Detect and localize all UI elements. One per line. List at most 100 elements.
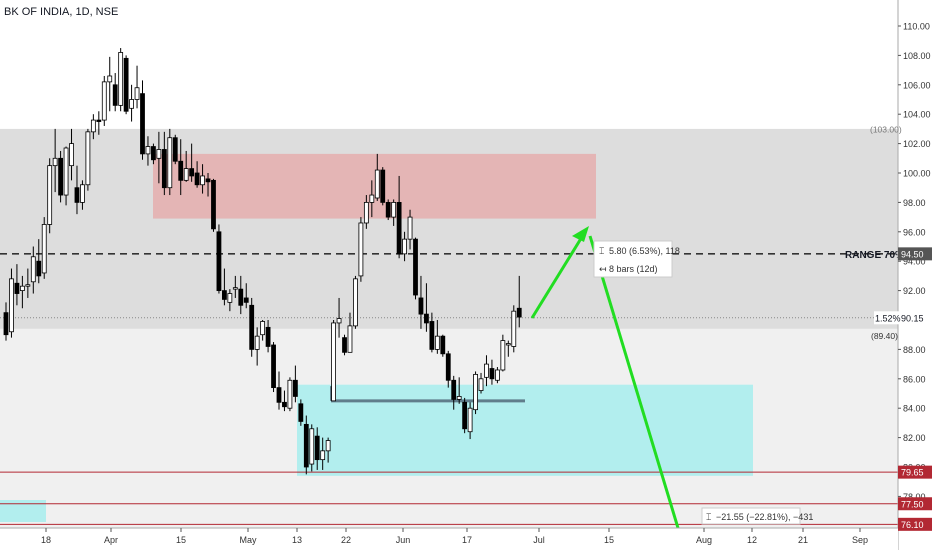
- level-badge-1: 79.65: [901, 468, 924, 478]
- candle-body: [249, 304, 255, 350]
- candle-body: [347, 325, 353, 353]
- y-tick-label: 96.00: [903, 227, 926, 237]
- candle-body: [205, 178, 211, 183]
- candle-body: [298, 403, 304, 422]
- candle-body: [380, 169, 386, 203]
- candle-body: [85, 131, 91, 186]
- candle-body: [391, 201, 397, 218]
- measure-down-icon: ⌶: [706, 512, 711, 522]
- measure-box-up: [593, 240, 673, 278]
- candle-body: [271, 344, 276, 389]
- candle-body: [402, 238, 407, 255]
- x-tick-label: Sep: [852, 535, 868, 545]
- candle-body: [123, 57, 129, 112]
- y-tick-label: 100.00: [903, 169, 931, 179]
- candle-body: [36, 260, 42, 277]
- range-bottom-label: (89.40): [871, 331, 898, 341]
- candle-body: [445, 353, 451, 381]
- candle-body: [396, 201, 402, 255]
- level-badge-3-bg: [898, 517, 932, 531]
- candle-body: [282, 401, 287, 408]
- candle-body: [473, 373, 478, 411]
- candle-body: [314, 435, 320, 461]
- candle-body: [331, 322, 337, 402]
- candle-body: [353, 278, 358, 327]
- candle-body: [47, 165, 53, 225]
- candle-body: [424, 313, 429, 324]
- candle-body: [374, 169, 380, 199]
- candle-body: [9, 278, 14, 333]
- measure-down-text: −21.55 (−22.81%), −431: [716, 512, 813, 522]
- candle-body: [320, 450, 326, 461]
- candle-body: [112, 84, 118, 106]
- x-tick-label: Jun: [396, 535, 411, 545]
- candle-body: [478, 378, 484, 391]
- measure-up-text-1: 5.80 (6.53%), 118: [609, 246, 680, 256]
- y-tick-label: 84.00: [903, 404, 926, 414]
- demand-zone: [297, 384, 753, 476]
- candle-body: [369, 194, 375, 203]
- time-axis[interactable]: 18 Apr 15 May 13 22 Jun 17 Jul 15 Aug 12 21 Sep: [0, 527, 898, 550]
- x-tick-label: Apr: [104, 535, 118, 545]
- price-axis[interactable]: 110.00 108.00 106.00 104.00 102.00 100.00 98.0…: [870, 0, 932, 550]
- y-tick-label: 92.00: [903, 286, 926, 296]
- candle-body: [211, 179, 216, 230]
- candle-body: [178, 160, 184, 181]
- candle-body: [489, 368, 495, 380]
- candle-body: [134, 87, 140, 100]
- x-tick-label: Jul: [533, 535, 545, 545]
- y-tick-label: 98.00: [903, 198, 926, 208]
- candle-body: [325, 440, 331, 452]
- y-tick-label: 86.00: [903, 374, 926, 384]
- candle-body: [101, 81, 107, 121]
- candle-body: [407, 216, 413, 240]
- candle-body: [151, 146, 156, 161]
- candle-body: [96, 119, 102, 122]
- candle-body: [511, 310, 517, 347]
- y-tick-label: 108.00: [903, 51, 931, 61]
- x-tick-label: 18: [41, 535, 51, 545]
- supply-zone: [153, 153, 596, 219]
- candle-body: [451, 379, 457, 400]
- candle-body: [418, 297, 424, 315]
- candle-body: [107, 75, 113, 83]
- candle-body: [505, 343, 511, 346]
- candle-body: [200, 175, 205, 186]
- candle-body: [429, 321, 435, 350]
- candle-body: [243, 297, 249, 303]
- y-tick-label: 94.00: [903, 257, 926, 267]
- level-badge-3: 76.10: [901, 520, 924, 530]
- candle-body: [287, 379, 293, 409]
- candle-body: [161, 149, 167, 189]
- candle-body: [129, 99, 134, 109]
- candle-body: [484, 363, 489, 378]
- candle-body: [265, 326, 271, 347]
- candle-body: [19, 285, 25, 292]
- range-price-badge: 94.50: [901, 249, 924, 259]
- candle-body: [221, 290, 227, 300]
- x-tick-label: 15: [176, 535, 186, 545]
- candle-body: [58, 157, 63, 196]
- x-tick-label: 22: [341, 535, 351, 545]
- x-tick-label: 17: [462, 535, 472, 545]
- candle-body: [90, 119, 96, 133]
- candle-body: [140, 93, 145, 155]
- candle-body: [363, 201, 369, 224]
- time-axis-bg: [0, 528, 898, 550]
- candle-body: [336, 318, 342, 324]
- arrow-head-up: [572, 226, 589, 242]
- candle-body: [63, 147, 69, 196]
- y-tick-label: 82.00: [903, 433, 926, 443]
- candle-body: [292, 379, 298, 397]
- candle-body: [145, 146, 151, 155]
- measure-up-icon-2: ↤: [599, 264, 607, 274]
- candle-body: [260, 321, 266, 336]
- x-tick-label: May: [239, 535, 257, 545]
- candle-body: [30, 256, 36, 283]
- levels-layer: [0, 253, 898, 525]
- y-tick-label: 106.00: [903, 80, 931, 90]
- pct-badge-bg: [874, 311, 898, 325]
- demand-zone-left: [0, 500, 46, 522]
- candle-body: [69, 143, 74, 167]
